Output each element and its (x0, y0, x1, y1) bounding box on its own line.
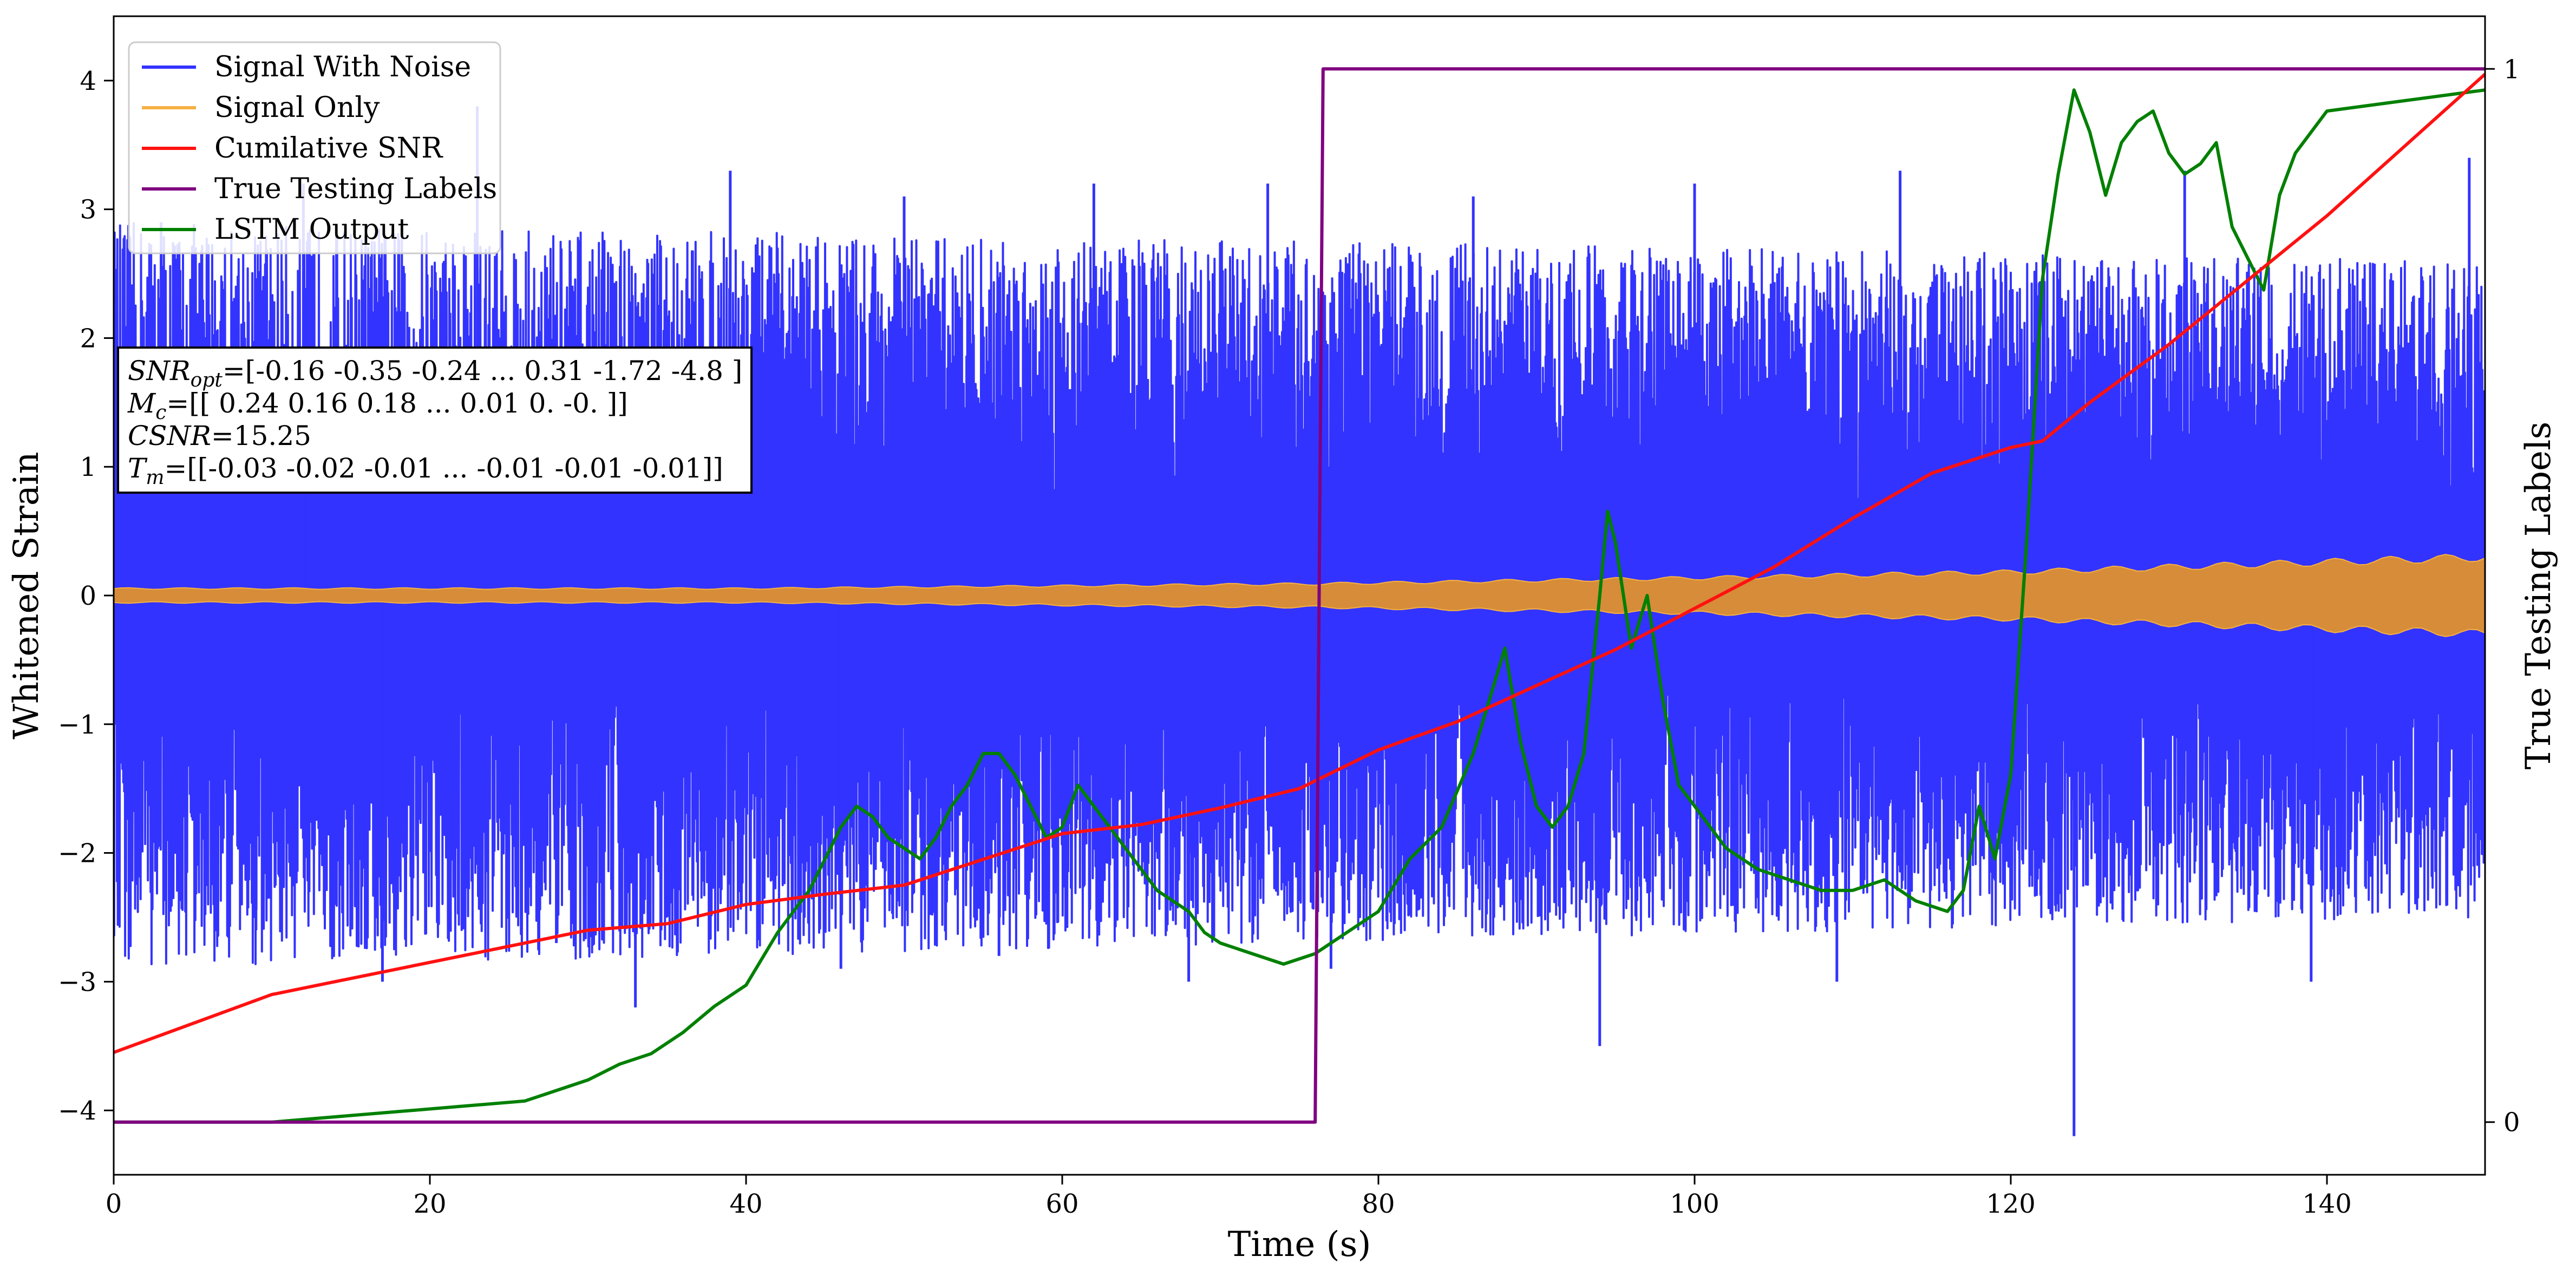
annotation-symbol: SNR (128, 355, 191, 387)
annotation-value: =[[ 0.24 0.16 0.18 ... 0.01 0. -0. ]] (166, 388, 627, 419)
annotation-line: CSNR=15.25 (128, 420, 311, 451)
annotation-symbol: CSNR (128, 420, 211, 451)
y-tick-label: 3 (80, 195, 96, 225)
x-tick-label: 80 (1362, 1189, 1395, 1219)
x-tick-label: 0 (106, 1189, 122, 1219)
y-tick-label: −2 (58, 839, 96, 869)
series-lstm-output-line (114, 88, 2485, 1124)
legend-entry: Signal Only (214, 91, 380, 124)
y-tick-label: 0 (80, 581, 96, 611)
annotation-line: Tm=[[-0.03 -0.02 -0.01 ... -0.01 -0.01 -… (128, 453, 723, 489)
y2-tick-label: 0 (2503, 1108, 2520, 1138)
legend-entry: True Testing Labels (214, 173, 497, 205)
plot-area (114, 67, 2485, 1136)
x-axis-title: Time (s) (1228, 1225, 1371, 1265)
series-signal-with-noise (114, 106, 2485, 1136)
legend-entry: LSTM Output (214, 213, 409, 246)
x-tick-label: 140 (2302, 1189, 2352, 1219)
series-cumulative-snr (114, 73, 2485, 1054)
y-tick-label: 1 (80, 452, 96, 482)
series-true-testing-labels (114, 67, 2485, 1124)
series-lstm-output (114, 88, 2485, 1124)
annotation-line: SNRopt=[-0.16 -0.35 -0.24 ... 0.31 -1.72… (128, 355, 742, 391)
x-tick-label: 120 (1986, 1189, 2036, 1219)
annotation-symbol: M (127, 388, 156, 419)
annotation-box: SNRopt=[-0.16 -0.35 -0.24 ... 0.31 -1.72… (117, 346, 753, 494)
series-cumulative-snr-line (114, 73, 2485, 1054)
annotation-value: =15.25 (211, 420, 311, 451)
annotation-subscript: c (155, 402, 166, 424)
legend-entry: Cumilative SNR (214, 132, 443, 165)
annotation-value: =[[-0.03 -0.02 -0.01 ... -0.01 -0.01 -0.… (165, 453, 723, 484)
x-tick-label: 20 (413, 1189, 446, 1219)
y-tick-label: 4 (80, 66, 96, 96)
legend-frame (128, 41, 501, 254)
y-tick-label: −4 (58, 1096, 96, 1126)
annotation-frame (117, 346, 753, 494)
x-tick-label: 60 (1045, 1189, 1078, 1219)
legend: Signal With Noise Signal Only Cumilative S… (128, 41, 501, 254)
series-signal-only (114, 554, 2485, 637)
y-tick-label: −1 (58, 710, 96, 740)
x-tick-label: 40 (729, 1189, 762, 1219)
annotation-value: =[-0.16 -0.35 -0.24 ... 0.31 -1.72 -4.8 … (223, 355, 742, 387)
noise-line (114, 222, 2485, 965)
y-tick-label: −3 (58, 967, 96, 997)
y2-axis-title: True Testing Labels (2519, 422, 2559, 770)
annotation-subscript: opt (191, 369, 223, 391)
y-axis-title: Whitened Strain (6, 451, 47, 739)
series-true-testing-labels-line (114, 67, 2485, 1124)
annotation-line: Mc=[[ 0.24 0.16 0.18 ... 0.01 0. -0. ]] (127, 388, 628, 424)
y2-tick-label: 1 (2503, 54, 2520, 84)
y-tick-label: 2 (80, 323, 96, 354)
x-tick-label: 100 (1670, 1189, 1719, 1219)
legend-entry: Signal With Noise (214, 51, 471, 83)
annotation-symbol: T (128, 453, 148, 484)
annotation-subscript: m (146, 467, 164, 489)
signal-band (114, 554, 2485, 637)
